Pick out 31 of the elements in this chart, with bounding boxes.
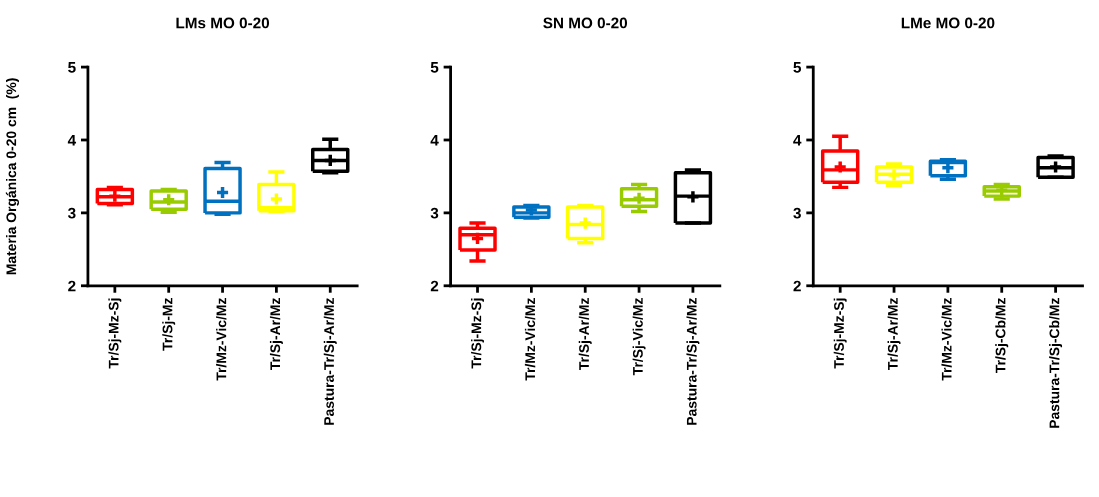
y-tick-label: 4 bbox=[793, 135, 802, 146]
chart-title: LMe MO 0-20 bbox=[901, 17, 995, 29]
x-tick-label: Tr/Sj-Cb/Mz bbox=[995, 298, 1009, 374]
x-tick-label: Tr/Sj-Mz bbox=[162, 298, 176, 351]
y-tick-label: 2 bbox=[68, 280, 76, 292]
y-tick-label: 3 bbox=[430, 207, 439, 219]
x-tick-label: Tr/Mz-Vic/Mz bbox=[941, 298, 952, 381]
x-tick-label: Tr/Sj-Mz-Sj bbox=[471, 298, 484, 369]
y-tick-label: 5 bbox=[430, 62, 439, 73]
x-tick-label: Tr/Sj-Vic/Mz bbox=[632, 298, 646, 376]
x-tick-label: Pastura-Tr/Sj-Cb/Mz bbox=[1049, 298, 1063, 428]
y-tick-label: 3 bbox=[67, 207, 76, 219]
x-tick-label: Tr/Sj-Ar/Mz bbox=[269, 298, 283, 370]
y-axis-title: Materia Orgánica 0-20 cm (%) bbox=[5, 78, 20, 275]
y-tick-label: 2 bbox=[430, 280, 439, 292]
x-tick-label: Tr/Mz-Vic/Mz bbox=[216, 298, 227, 381]
chart-title: SN MO 0-20 bbox=[543, 17, 628, 29]
y-tick-label: 4 bbox=[67, 135, 77, 146]
x-tick-label: Pastura-Tr/Sj-Ar/Mz bbox=[323, 298, 337, 425]
chart-title: LMs MO 0-20 bbox=[176, 17, 270, 29]
y-tick-label: 4 bbox=[430, 135, 439, 146]
y-tick-label: 5 bbox=[68, 62, 76, 73]
x-tick-label: Tr/Sj-Mz-Sj bbox=[833, 298, 847, 369]
x-tick-label: Pastura-Tr/Sj-Ar/Mz bbox=[686, 298, 700, 425]
x-tick-label: Tr/Sj-Ar/Mz bbox=[887, 298, 901, 370]
y-tick-label: 5 bbox=[793, 62, 802, 73]
x-tick-label: Tr/Sj-Mz-Sj bbox=[108, 298, 122, 369]
x-tick-label: Tr/Mz-Vic/Mz bbox=[524, 298, 536, 381]
x-tick-label: Tr/Sj-Ar/Mz bbox=[578, 298, 592, 370]
y-tick-label: 3 bbox=[793, 207, 801, 219]
y-tick-label: 2 bbox=[793, 280, 801, 292]
